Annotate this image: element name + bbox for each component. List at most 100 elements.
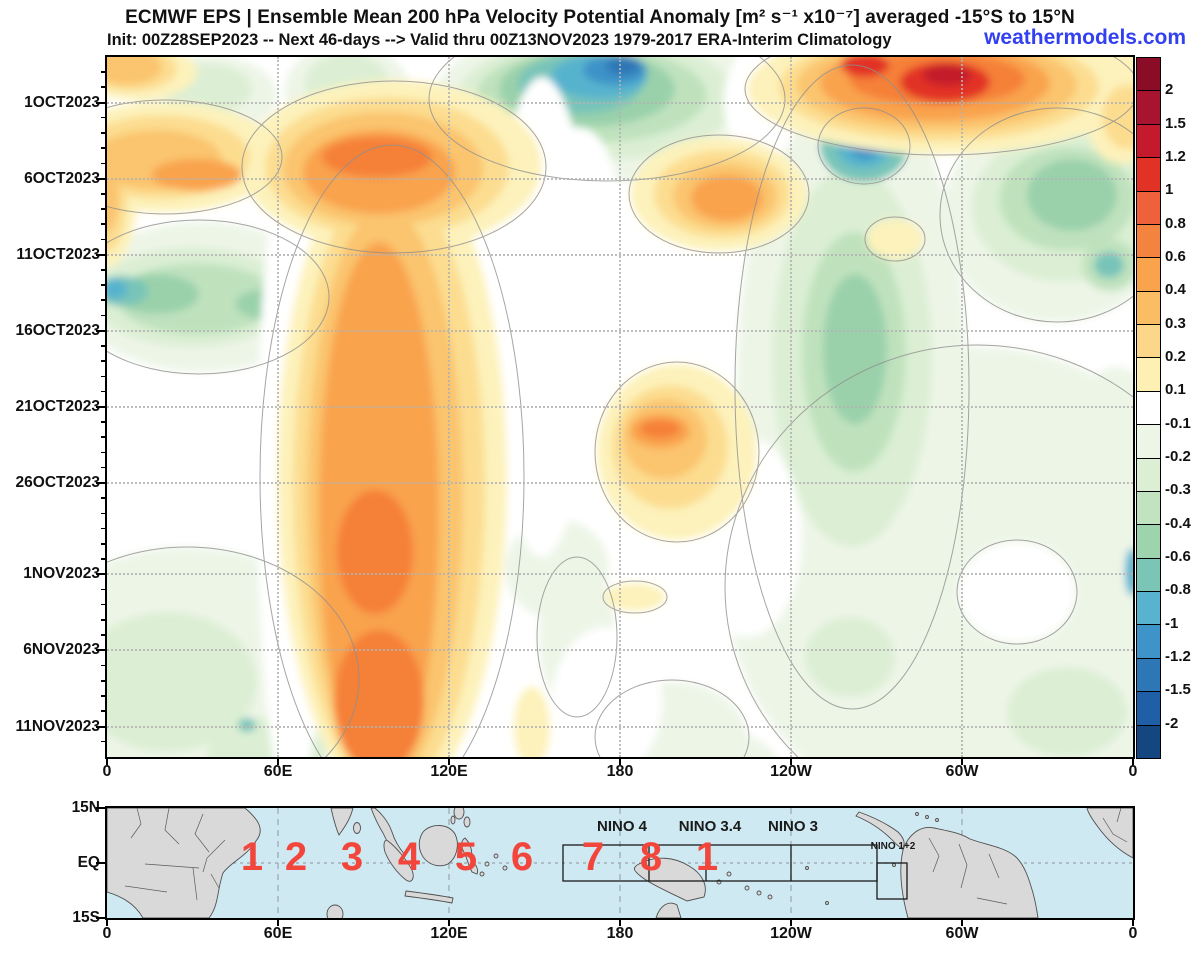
colorbar-segment: [1137, 290, 1160, 324]
map-country-borders: [124, 808, 1128, 905]
colorbar-segment: [1137, 390, 1160, 425]
colorbar-segment: [1137, 90, 1160, 124]
contour-lines: [107, 57, 1133, 757]
colorbar-segment: [1137, 257, 1160, 291]
colorbar-label: 0.1: [1165, 381, 1186, 399]
y-axis-minor-tick: [101, 558, 106, 560]
y-axis-minor-tick: [101, 132, 106, 134]
y-axis-minor-tick: [101, 390, 106, 393]
phase-number: 4: [397, 835, 421, 879]
map-y-tick: [96, 862, 106, 864]
y-axis-minor-tick: [101, 329, 106, 332]
y-axis-minor-tick: [101, 451, 106, 454]
map-lon-label: 120W: [770, 925, 812, 942]
map-y-tick: [96, 917, 106, 919]
date-label: 11NOV2023: [15, 717, 100, 735]
colorbar-segment: [1137, 190, 1160, 224]
colorbar-segment: [1137, 457, 1160, 491]
nino-region-label: NINO 3: [767, 818, 818, 835]
x-axis-tick: [619, 757, 621, 765]
y-axis-minor-tick: [101, 542, 106, 545]
colorbar-label: 0.6: [1165, 248, 1186, 265]
colorbar-segment: [1137, 624, 1160, 658]
colorbar-label: -1.2: [1165, 648, 1191, 665]
x-axis-tick: [961, 757, 963, 765]
colorbar-label: 0.2: [1165, 348, 1186, 365]
nino-reference-map: [107, 808, 1133, 918]
y-axis-minor-tick: [101, 619, 106, 621]
nino-region-label: NINO 4: [596, 818, 647, 835]
x-axis-tick: [106, 757, 108, 765]
y-axis-minor-tick: [101, 649, 106, 652]
y-axis-minor-tick: [101, 740, 106, 743]
date-label: 1OCT2023: [24, 93, 100, 111]
y-axis-minor-tick: [101, 284, 106, 286]
y-axis-minor-tick: [101, 345, 106, 347]
lon-label: 0: [102, 763, 112, 780]
map-land: [107, 808, 1133, 918]
y-axis-minor-tick: [101, 86, 106, 89]
colorbar-label: 0.8: [1165, 214, 1186, 232]
x-axis-tick: [277, 757, 279, 765]
lon-label: 120E: [430, 763, 468, 780]
map-x-tick: [1132, 918, 1134, 926]
phase-number: 8: [639, 835, 663, 879]
map-x-tick: [448, 918, 450, 926]
date-label: 26OCT2023: [15, 474, 100, 492]
map-lon-label: 60W: [945, 925, 979, 942]
colorbar-segment: [1137, 424, 1160, 458]
map-x-tick: [277, 918, 279, 926]
chart-title: ECMWF EPS | Ensemble Mean 200 hPa Veloci…: [125, 7, 1075, 28]
colorbar-segment: [1137, 324, 1160, 358]
y-axis-minor-tick: [101, 314, 106, 317]
phase-number: 3: [340, 835, 364, 879]
colorbar-label: 0.4: [1165, 281, 1186, 299]
map-x-tick: [790, 918, 792, 926]
colorbar-label: -0.8: [1165, 581, 1191, 599]
colorbar-label: -1: [1165, 614, 1179, 632]
map-lon-label: 180: [606, 925, 634, 942]
y-axis-minor-tick: [101, 192, 106, 195]
nino-1-2-label: NINO 1+2: [870, 841, 916, 852]
colorbar-segment: [1137, 724, 1160, 758]
lon-label: 0: [1128, 763, 1138, 780]
colorbar-segment: [1137, 157, 1160, 191]
y-axis-minor-tick: [101, 116, 106, 119]
y-axis-minor-tick: [101, 679, 106, 682]
lon-label: 60W: [945, 763, 979, 780]
weathermodels-brand-link[interactable]: weathermodels.com: [984, 26, 1186, 49]
colorbar-segment: [1137, 691, 1160, 725]
y-axis-minor-tick: [101, 664, 106, 667]
colorbar-segment: [1137, 591, 1160, 625]
colorbar-segment: [1137, 657, 1160, 692]
colorbar-label: -0.2: [1165, 448, 1191, 465]
colorbar-label: 0.3: [1165, 314, 1186, 332]
map-lat-label: 15N: [71, 799, 100, 816]
nino-boxes: [562, 844, 908, 900]
y-axis-minor-tick: [101, 512, 106, 515]
x-axis-tick: [790, 757, 792, 765]
colorbar-segment: [1137, 58, 1160, 91]
date-label: 6NOV2023: [23, 641, 100, 659]
colorbar-label: 1.5: [1165, 114, 1186, 132]
map-lat-label: 15S: [72, 909, 100, 926]
y-axis-minor-tick: [101, 436, 106, 439]
map-x-tick: [961, 918, 963, 926]
y-axis-minor-tick: [101, 360, 106, 362]
date-label: 1NOV2023: [23, 565, 100, 583]
phase-number: 5: [454, 835, 478, 879]
y-axis-minor-tick: [101, 253, 106, 256]
y-axis-minor-tick: [101, 162, 106, 165]
colorbar-label: -0.3: [1165, 481, 1191, 499]
colorbar-segment: [1137, 223, 1160, 258]
colorbar-label: -0.6: [1165, 548, 1191, 565]
date-label: 16OCT2023: [15, 321, 100, 339]
lon-label: 60E: [263, 763, 293, 780]
y-axis-minor-tick: [101, 238, 106, 241]
colorbar-label: 1.2: [1165, 148, 1186, 165]
colorbar-segment: [1137, 123, 1160, 158]
x-axis-tick: [448, 757, 450, 765]
map-x-tick: [619, 918, 621, 926]
phase-number: 7: [581, 835, 605, 879]
